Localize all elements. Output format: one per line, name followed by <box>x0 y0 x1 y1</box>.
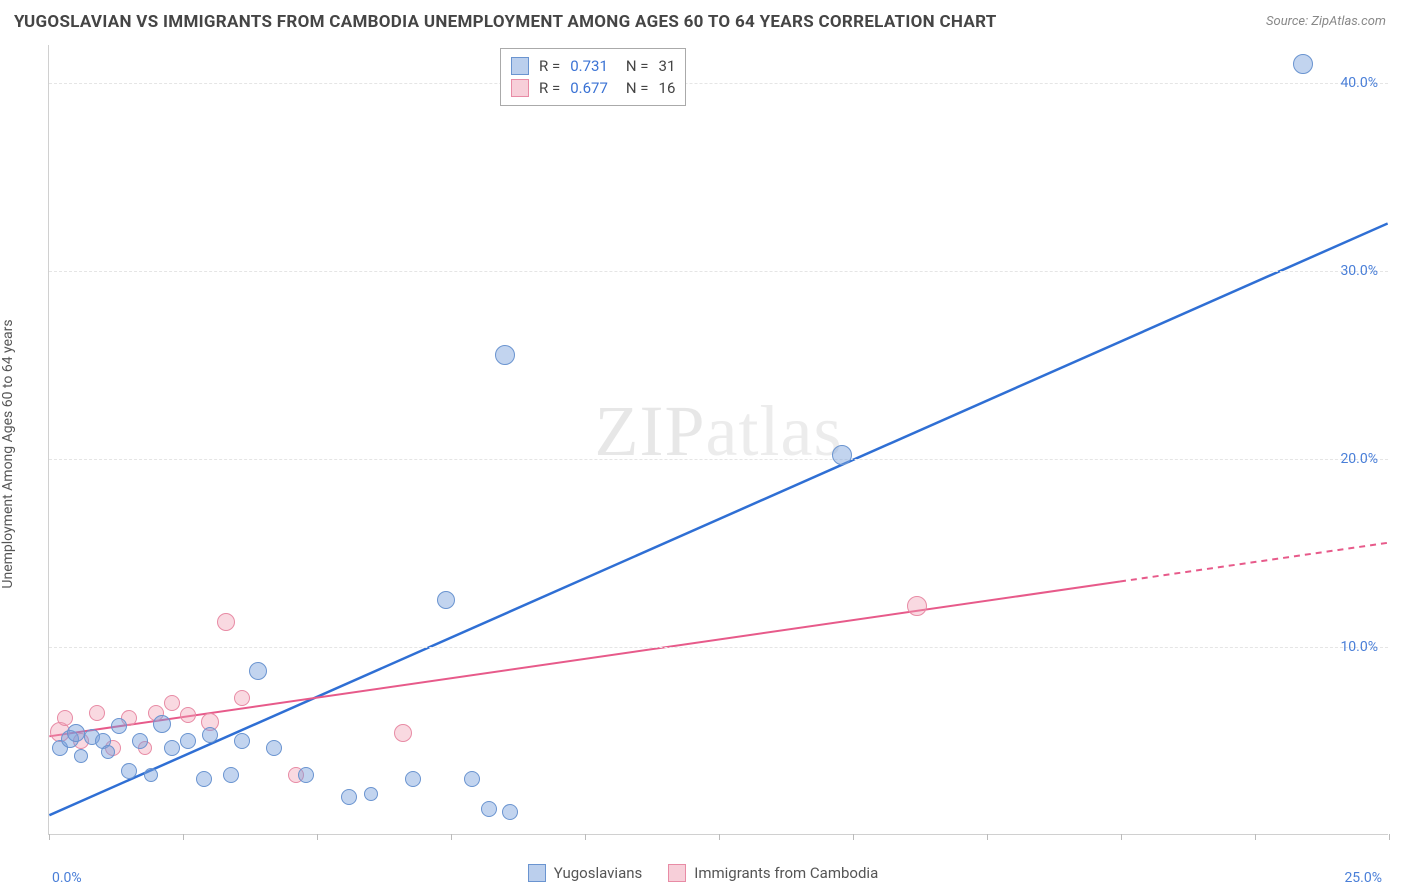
data-point <box>394 724 412 742</box>
legend-swatch <box>511 79 529 97</box>
x-tick <box>49 834 50 840</box>
x-tick <box>317 834 318 840</box>
x-tick <box>585 834 586 840</box>
data-point <box>111 718 127 734</box>
data-point <box>196 771 212 787</box>
data-point <box>364 787 378 801</box>
data-point <box>74 749 88 763</box>
legend-swatch <box>511 57 529 75</box>
trend-lines-layer <box>49 45 1388 834</box>
data-point <box>164 740 180 756</box>
legend-label: Yugoslavians <box>554 864 643 882</box>
stats-n-value: 31 <box>659 57 676 75</box>
data-point <box>341 789 357 805</box>
trend-line <box>49 223 1387 815</box>
y-tick-label: 40.0% <box>1340 75 1378 91</box>
data-point <box>298 767 314 783</box>
data-point <box>234 733 250 749</box>
source-attribution: Source: ZipAtlas.com <box>1266 14 1386 29</box>
data-point <box>132 733 148 749</box>
gridline <box>49 647 1388 648</box>
plot-area: ZIPatlas 10.0% 20.0% 30.0% 40.0% <box>48 45 1388 835</box>
data-point <box>1293 54 1313 74</box>
data-point <box>164 695 180 711</box>
y-tick-label: 30.0% <box>1340 263 1378 279</box>
x-tick <box>853 834 854 840</box>
x-tick <box>987 834 988 840</box>
x-tick <box>183 834 184 840</box>
data-point <box>502 804 518 820</box>
data-point <box>495 345 515 365</box>
y-tick-label: 10.0% <box>1340 639 1378 655</box>
watermark: ZIPatlas <box>595 390 843 473</box>
stats-n-value: 16 <box>659 79 676 97</box>
x-tick <box>1255 834 1256 840</box>
legend-swatch <box>528 864 546 882</box>
stats-legend-box: R = 0.731 N = 31 R = 0.677 N = 16 <box>500 48 686 106</box>
gridline <box>49 459 1388 460</box>
data-point <box>57 710 73 726</box>
legend-swatch <box>668 864 686 882</box>
data-point <box>481 801 497 817</box>
data-point <box>464 771 480 787</box>
stats-row: R = 0.677 N = 16 <box>511 77 675 99</box>
trend-line <box>1120 543 1388 582</box>
chart-title: YUGOSLAVIAN VS IMMIGRANTS FROM CAMBODIA … <box>14 12 997 32</box>
y-tick-label: 20.0% <box>1340 451 1378 467</box>
data-point <box>832 445 852 465</box>
stats-n-label: N = <box>626 57 649 75</box>
data-point <box>405 771 421 787</box>
x-tick <box>451 834 452 840</box>
legend-label: Immigrants from Cambodia <box>694 864 878 882</box>
data-point <box>153 715 171 733</box>
stats-r-label: R = <box>539 79 560 97</box>
y-axis-label: Unemployment Among Ages 60 to 64 years <box>0 319 16 588</box>
stats-r-value: 0.677 <box>570 79 608 97</box>
stats-n-label: N = <box>626 79 649 97</box>
data-point <box>180 733 196 749</box>
data-point <box>180 707 196 723</box>
stats-r-value: 0.731 <box>570 57 608 75</box>
data-point <box>144 768 158 782</box>
data-point <box>437 591 455 609</box>
data-point <box>101 745 115 759</box>
x-tick <box>1389 834 1390 840</box>
data-point <box>89 705 105 721</box>
x-tick <box>1121 834 1122 840</box>
data-point <box>223 767 239 783</box>
stats-r-label: R = <box>539 57 560 75</box>
data-point <box>234 690 250 706</box>
gridline <box>49 271 1388 272</box>
data-point <box>249 662 267 680</box>
data-point <box>266 740 282 756</box>
data-point <box>202 727 218 743</box>
bottom-legend: Yugoslavians Immigrants from Cambodia <box>0 864 1406 882</box>
gridline <box>49 83 1388 84</box>
x-tick <box>719 834 720 840</box>
data-point <box>67 724 85 742</box>
data-point <box>217 613 235 631</box>
stats-row: R = 0.731 N = 31 <box>511 55 675 77</box>
data-point <box>907 596 927 616</box>
legend-item: Immigrants from Cambodia <box>668 864 878 882</box>
data-point <box>121 763 137 779</box>
legend-item: Yugoslavians <box>528 864 643 882</box>
